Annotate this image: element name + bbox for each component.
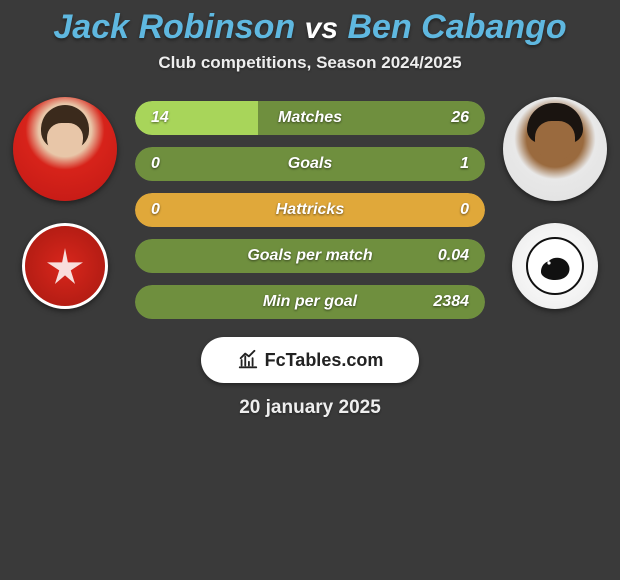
stat-bar: Goals per match0.04 [135,239,485,273]
chart-icon [237,349,259,371]
stat-value-right: 0 [460,201,469,219]
right-side [503,97,607,309]
body-row: 14Matches260Goals10Hattricks0Goals per m… [0,97,620,319]
left-side [13,97,117,309]
subtitle: Club competitions, Season 2024/2025 [0,53,620,73]
stat-label: Goals per match [135,247,485,265]
stat-bar: 14Matches26 [135,101,485,135]
stat-value-right: 1 [460,155,469,173]
stat-bar: Min per goal2384 [135,285,485,319]
stat-value-right: 26 [451,109,469,127]
stat-label: Goals [135,155,485,173]
player2-avatar [503,97,607,201]
swan-icon [525,236,585,296]
stat-value-right: 2384 [433,293,469,311]
comparison-card: Jack Robinson vs Ben Cabango Club compet… [0,0,620,419]
club-badge-left [22,223,108,309]
vs-label: vs [305,12,338,45]
brand-badge[interactable]: FcTables.com [201,337,419,383]
page-title: Jack Robinson vs Ben Cabango [0,8,620,47]
stat-bar: 0Hattricks0 [135,193,485,227]
player2-name: Ben Cabango [348,8,567,46]
stat-label: Hattricks [135,201,485,219]
stat-value-right: 0.04 [438,247,469,265]
stat-label: Matches [135,109,485,127]
stat-bar: 0Goals1 [135,147,485,181]
stat-bars: 14Matches260Goals10Hattricks0Goals per m… [135,97,485,319]
brand-text: FcTables.com [265,350,384,371]
player1-name: Jack Robinson [53,8,295,46]
date-label: 20 january 2025 [0,397,620,419]
club-badge-right [512,223,598,309]
player1-avatar [13,97,117,201]
